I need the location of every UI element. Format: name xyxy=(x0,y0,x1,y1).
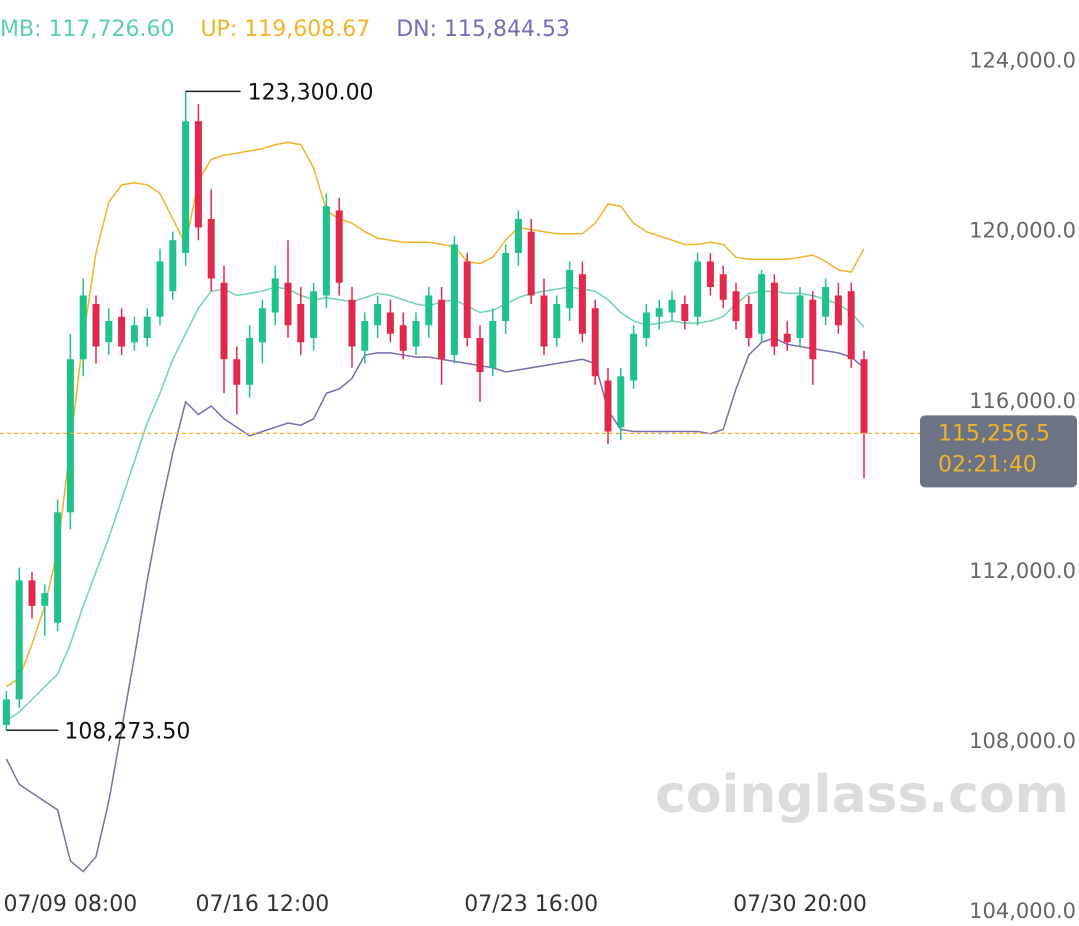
candle-body xyxy=(591,308,599,377)
candle-body xyxy=(2,699,10,725)
candle-body xyxy=(770,282,778,347)
candle-body xyxy=(92,303,100,347)
candle-body xyxy=(630,333,638,381)
candle-body xyxy=(79,295,87,360)
candle-body xyxy=(425,295,433,326)
candle-body xyxy=(476,338,484,373)
y-tick-label: 104,000.0 xyxy=(969,899,1076,923)
candle-body xyxy=(143,316,151,339)
candle-body xyxy=(540,295,548,347)
candle-body xyxy=(732,291,740,321)
low-label: 108,273.50 xyxy=(64,719,190,744)
candle-body xyxy=(156,261,164,317)
x-tick-label: 07/30 20:00 xyxy=(733,892,867,917)
candle-body xyxy=(399,325,407,351)
candle-body xyxy=(694,261,702,317)
candle-body xyxy=(118,316,126,347)
price-tag xyxy=(920,415,1077,488)
candle-body xyxy=(169,240,177,292)
candle-body xyxy=(322,206,330,296)
y-tick-label: 112,000.0 xyxy=(969,559,1076,583)
candle-body xyxy=(335,210,343,283)
candle-body xyxy=(489,320,497,368)
candle-body xyxy=(220,282,228,360)
indicator-label: MB: 117,726.60 xyxy=(0,17,174,42)
candle-body xyxy=(809,299,817,360)
candle-body xyxy=(604,380,612,432)
y-tick-label: 120,000.0 xyxy=(969,219,1076,243)
candle-body xyxy=(847,291,855,360)
candle-body xyxy=(207,218,215,279)
candle-body xyxy=(566,269,574,309)
x-tick-label: 07/23 16:00 xyxy=(464,892,598,917)
candle-body xyxy=(450,244,458,356)
y-tick-label: 116,000.0 xyxy=(969,389,1076,413)
candle-body xyxy=(527,231,535,296)
band-line xyxy=(5,141,865,688)
candle-body xyxy=(758,274,766,334)
candle-body xyxy=(246,338,254,385)
candle-body xyxy=(130,325,138,343)
candle-body xyxy=(706,261,714,287)
candle-body xyxy=(284,282,292,326)
candle-body xyxy=(54,512,62,623)
candle-body xyxy=(642,312,650,339)
candle-body xyxy=(719,274,727,300)
candle-body xyxy=(182,121,190,253)
high-label: 123,300.00 xyxy=(248,80,374,105)
candle-body xyxy=(271,278,279,313)
candle-body xyxy=(348,299,356,347)
countdown: 02:21:40 xyxy=(938,452,1037,477)
candle-body xyxy=(15,580,23,700)
candle-body xyxy=(553,303,561,339)
candle-body xyxy=(438,299,446,360)
candle-body xyxy=(681,303,689,321)
candle-body xyxy=(412,320,420,347)
x-tick-label: 07/16 12:00 xyxy=(196,892,330,917)
candle-body xyxy=(361,320,369,351)
candle-body xyxy=(668,299,676,313)
y-tick-label: 124,000.0 xyxy=(969,49,1076,73)
candle-body xyxy=(822,286,830,317)
watermark: coinglass.com xyxy=(655,765,1069,825)
candle-body xyxy=(310,291,318,339)
indicator-label: DN: 115,844.53 xyxy=(396,17,570,42)
candle-body xyxy=(578,274,586,334)
band-line xyxy=(5,337,865,873)
x-tick-label: 07/09 08:00 xyxy=(4,892,138,917)
candle-body xyxy=(105,320,113,343)
candle-body xyxy=(655,308,663,317)
candle-body xyxy=(745,303,753,339)
price-tag-label: 115,256.5 xyxy=(938,421,1050,446)
candle-body xyxy=(783,333,791,343)
candle-body xyxy=(463,261,471,339)
candle-body xyxy=(386,312,394,334)
candle-body xyxy=(66,359,74,513)
candle-body xyxy=(41,593,49,606)
candle-body xyxy=(617,376,625,428)
candle-body xyxy=(297,303,305,343)
candle-body xyxy=(796,295,804,339)
candle-body xyxy=(514,218,522,253)
y-tick-label: 108,000.0 xyxy=(969,729,1076,753)
candle-body xyxy=(860,359,868,434)
indicator-label: UP: 119,608.67 xyxy=(200,17,370,42)
candle-body xyxy=(374,303,382,326)
candle-body xyxy=(258,308,266,343)
candle-body xyxy=(233,359,241,385)
candle-body xyxy=(28,580,36,606)
candle-body xyxy=(194,121,202,228)
candle-body xyxy=(834,295,842,326)
candle-body xyxy=(502,252,510,321)
band-line xyxy=(5,286,865,722)
